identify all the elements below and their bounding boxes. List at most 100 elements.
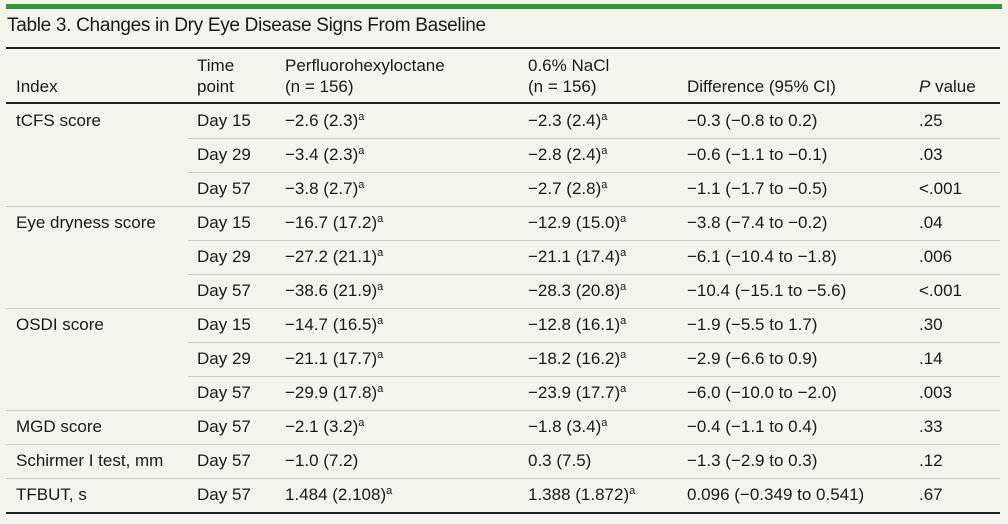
cell-difference-value: −1.9 (−5.5 to 1.7): [687, 315, 818, 334]
row-divider: [188, 138, 1000, 139]
cell-nacl: 0.3 (7.5): [528, 451, 591, 471]
cell-difference: −10.4 (−15.1 to −5.6): [687, 281, 846, 301]
cell-perfluorohexyloctane: −38.6 (21.9)a: [285, 281, 383, 301]
table-row: TFBUT, s Day 57 1.484 (2.108)a 1.388 (1.872…: [6, 478, 1000, 512]
cell-perfluorohexyloctane-value: −3.8 (2.7): [285, 179, 359, 198]
cell-p-value-value: <.001: [919, 179, 963, 198]
cell-difference-value: −2.9 (−6.6 to 0.9): [687, 349, 818, 368]
table-row: Schirmer I test, mm Day 57 −1.0 (7.2) 0.3 (…: [6, 444, 1000, 478]
footnote-marker: a: [358, 111, 365, 123]
footnote-marker: a: [377, 281, 384, 293]
cell-perfluorohexyloctane-value: −2.1 (3.2): [285, 417, 359, 436]
cell-p-value: <.001: [919, 281, 962, 301]
cell-time-point: Day 57: [197, 179, 251, 199]
cell-perfluorohexyloctane-value: −27.2 (21.1): [285, 247, 378, 266]
cell-p-value: .003: [919, 383, 952, 403]
header-p-value: P value: [919, 76, 976, 97]
cell-nacl-value: −2.7 (2.8): [528, 179, 602, 198]
table-title: Table 3. Changes in Dry Eye Disease Sign…: [7, 15, 486, 36]
cell-nacl: −12.8 (16.1)a: [528, 315, 626, 335]
row-divider: [188, 240, 1000, 241]
cell-time-point-value: Day 57: [197, 281, 251, 300]
cell-perfluorohexyloctane: −16.7 (17.2)a: [285, 213, 383, 233]
cell-nacl-value: −2.3 (2.4): [528, 111, 602, 130]
cell-perfluorohexyloctane: −3.8 (2.7)a: [285, 179, 364, 199]
footnote-marker: a: [377, 349, 384, 361]
cell-time-point: Day 29: [197, 349, 251, 369]
cell-nacl-value: −21.1 (17.4): [528, 247, 621, 266]
header-nacl-line1: 0.6% NaCl: [528, 56, 610, 75]
cell-time-point-value: Day 57: [197, 383, 251, 402]
footnote-marker: a: [620, 315, 627, 327]
row-divider: [6, 410, 1000, 411]
table-body: tCFS score Day 15 −2.6 (2.3)a −2.3 (2.4)a −0…: [6, 104, 1000, 512]
cell-nacl: −18.2 (16.2)a: [528, 349, 626, 369]
table-row: Day 57 −3.8 (2.7)a −2.7 (2.8)a −1.1 (−1.7 t…: [6, 172, 1000, 206]
table-row: Eye dryness score Day 15 −16.7 (17.2)a −12.…: [6, 206, 1000, 240]
cell-p-value: <.001: [919, 179, 962, 199]
row-divider: [188, 274, 1000, 275]
cell-index-value: Eye dryness score: [16, 213, 156, 232]
cell-perfluorohexyloctane-value: −16.7 (17.2): [285, 213, 378, 232]
cell-time-point-value: Day 29: [197, 145, 251, 164]
cell-nacl-value: 1.388 (1.872): [528, 485, 630, 504]
cell-time-point: Day 15: [197, 111, 251, 131]
cell-perfluorohexyloctane: −21.1 (17.7)a: [285, 349, 383, 369]
cell-perfluorohexyloctane-value: −21.1 (17.7): [285, 349, 378, 368]
cell-difference: −6.0 (−10.0 to −2.0): [687, 383, 837, 403]
row-divider: [188, 172, 1000, 173]
cell-time-point: Day 57: [197, 417, 251, 437]
cell-perfluorohexyloctane-value: −14.7 (16.5): [285, 315, 378, 334]
bottom-rule: [6, 512, 1000, 514]
cell-perfluorohexyloctane: −29.9 (17.8)a: [285, 383, 383, 403]
footnote-marker: a: [620, 281, 627, 293]
cell-difference-value: −6.0 (−10.0 to −2.0): [687, 383, 837, 402]
cell-nacl: −2.3 (2.4)a: [528, 111, 607, 131]
cell-nacl-value: −12.8 (16.1): [528, 315, 621, 334]
footnote-marker: a: [377, 213, 384, 225]
cell-nacl-value: −2.8 (2.4): [528, 145, 602, 164]
cell-difference: −0.3 (−0.8 to 0.2): [687, 111, 817, 131]
cell-difference: −0.4 (−1.1 to 0.4): [687, 417, 817, 437]
cell-p-value: .30: [919, 315, 943, 335]
table-header: Index Time point Perfluorohexyloctane (n =…: [6, 47, 1000, 104]
cell-p-value: .03: [919, 145, 943, 165]
cell-nacl: −23.9 (17.7)a: [528, 383, 626, 403]
footnote-marker: a: [377, 383, 384, 395]
cell-time-point: Day 57: [197, 451, 251, 471]
cell-perfluorohexyloctane: −27.2 (21.1)a: [285, 247, 383, 267]
row-divider: [6, 308, 1000, 309]
cell-index: OSDI score: [16, 315, 104, 335]
cell-difference-value: −0.4 (−1.1 to 0.4): [687, 417, 818, 436]
cell-nacl: −21.1 (17.4)a: [528, 247, 626, 267]
cell-nacl-value: −12.9 (15.0): [528, 213, 621, 232]
footnote-marker: a: [620, 213, 627, 225]
cell-difference-value: −0.3 (−0.8 to 0.2): [687, 111, 818, 130]
cell-nacl: −2.7 (2.8)a: [528, 179, 607, 199]
cell-perfluorohexyloctane-value: −2.6 (2.3): [285, 111, 359, 130]
cell-p-value: .14: [919, 349, 943, 369]
table-row: OSDI score Day 15 −14.7 (16.5)a −12.8 (16.1…: [6, 308, 1000, 342]
table-row: Day 29 −3.4 (2.3)a −2.8 (2.4)a −0.6 (−1.1 t…: [6, 138, 1000, 172]
cell-p-value-value: .33: [919, 417, 943, 436]
cell-nacl: −12.9 (15.0)a: [528, 213, 626, 233]
header-p-rest: value: [930, 77, 976, 96]
header-p-italic: P: [919, 77, 931, 96]
cell-perfluorohexyloctane: −2.1 (3.2)a: [285, 417, 364, 437]
footnote-marker: a: [358, 417, 365, 429]
header-time-line2: point: [197, 77, 234, 96]
cell-p-value-value: .67: [919, 485, 943, 504]
cell-perfluorohexyloctane-value: −29.9 (17.8): [285, 383, 378, 402]
cell-p-value-value: .25: [919, 111, 943, 130]
footnote-marker: a: [620, 349, 627, 361]
cell-time-point: Day 57: [197, 383, 251, 403]
cell-difference-value: 0.096 (−0.349 to 0.541): [687, 485, 865, 504]
table-row: MGD score Day 57 −2.1 (3.2)a −1.8 (3.4)a −0.…: [6, 410, 1000, 444]
cell-p-value: .67: [919, 485, 943, 505]
table-row: Day 57 −38.6 (21.9)a −28.3 (20.8)a −10.4 (−…: [6, 274, 1000, 308]
cell-perfluorohexyloctane: −14.7 (16.5)a: [285, 315, 383, 335]
cell-perfluorohexyloctane: 1.484 (2.108)a: [285, 485, 392, 505]
cell-time-point: Day 29: [197, 145, 251, 165]
footnote-marker: a: [358, 179, 365, 191]
footnote-marker: a: [620, 247, 627, 259]
